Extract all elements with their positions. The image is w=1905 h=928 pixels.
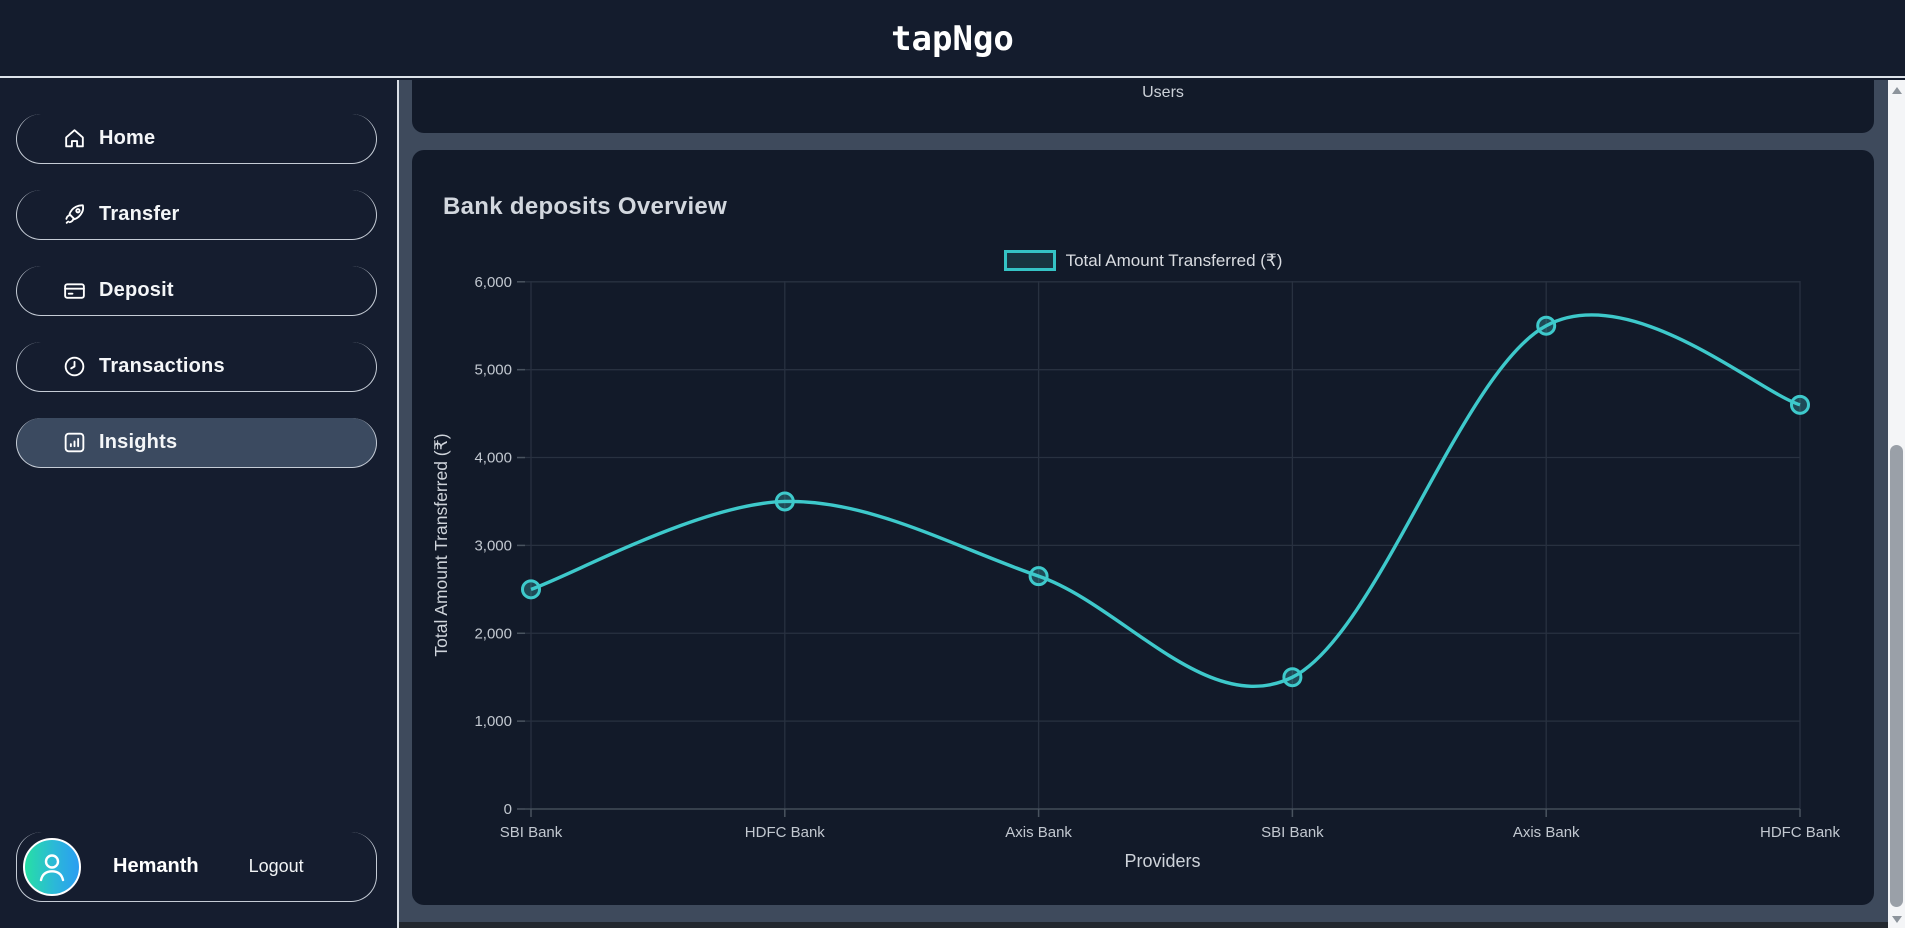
user-name: Hemanth: [113, 855, 199, 877]
credit-card-icon: [61, 278, 87, 304]
scrollbar-thumb[interactable]: [1890, 445, 1903, 907]
previous-chart-xlabel: Users: [1142, 84, 1184, 101]
x-tick-label: Axis Bank: [1005, 824, 1072, 841]
data-line: [530, 313, 1801, 688]
scroll-up-arrow-icon[interactable]: [1888, 82, 1905, 98]
sidebar-item-insights[interactable]: Insights: [16, 418, 377, 468]
bar-chart-icon: [61, 430, 87, 456]
sidebar-item-deposit[interactable]: Deposit: [16, 266, 377, 316]
app-header: tapNgo: [0, 0, 1905, 78]
vertical-scrollbar[interactable]: [1888, 80, 1905, 928]
legend-label: Total Amount Transferred (₹): [1065, 250, 1283, 270]
data-point[interactable]: [1028, 566, 1049, 587]
y-tick-label: 3,000: [474, 537, 512, 554]
y-tick-label: 6,000: [474, 274, 512, 291]
chart-card-title: Bank deposits Overview: [443, 193, 728, 220]
sidebar-nav: Home Transfer Deposi: [0, 80, 397, 468]
content-bottom-edge: [399, 922, 1888, 928]
chart-legend[interactable]: Total Amount Transferred (₹): [412, 250, 1874, 271]
sidebar: Home Transfer Deposi: [0, 80, 399, 928]
x-tick-label: HDFC Bank: [745, 824, 826, 841]
y-tick-label: 5,000: [474, 362, 512, 379]
y-tick-label: 0: [504, 801, 512, 818]
sidebar-item-transactions[interactable]: Transactions: [16, 342, 377, 392]
logout-button[interactable]: Logout: [248, 856, 304, 876]
page-body: Home Transfer Deposi: [0, 80, 1905, 928]
data-point[interactable]: [774, 491, 795, 512]
user-section: Hemanth Logout: [16, 832, 377, 902]
x-tick-label: HDFC Bank: [1760, 824, 1841, 841]
legend-swatch: [1003, 250, 1056, 271]
y-tick-label: 4,000: [474, 450, 512, 467]
sidebar-item-home[interactable]: Home: [16, 114, 377, 164]
sidebar-item-label: Home: [99, 127, 156, 149]
y-tick-label: 1,000: [474, 713, 512, 730]
avatar: [23, 837, 81, 896]
line-chart[interactable]: 0 1,000 2,000 3,000 4,000 5,000 6,000 SBI Bank H…: [430, 230, 1860, 880]
sidebar-item-transfer[interactable]: Transfer: [16, 190, 377, 240]
person-icon: [39, 853, 65, 881]
data-point[interactable]: [1282, 667, 1303, 688]
data-point[interactable]: [521, 579, 541, 600]
y-tick-label: 2,000: [474, 625, 512, 642]
home-icon: [61, 126, 87, 152]
chart-card: Bank deposits Overview Total Amount Tran…: [412, 150, 1874, 905]
y-axis-title: Total Amount Transferred (₹): [431, 433, 451, 656]
x-tick-label: Axis Bank: [1513, 824, 1580, 841]
rocket-icon: [61, 202, 87, 228]
line-chart-svg: 0 1,000 2,000 3,000 4,000 5,000 6,000 SBI Bank H…: [431, 274, 1841, 871]
x-axis-title: Providers: [1124, 851, 1200, 871]
data-point[interactable]: [1790, 394, 1810, 415]
main-content: Users Bank deposits Overview Total Amoun…: [399, 80, 1888, 928]
app-title: tapNgo: [891, 19, 1014, 59]
x-tick-label: SBI Bank: [1261, 824, 1324, 841]
x-tick-label: SBI Bank: [500, 824, 563, 841]
sidebar-item-label: Deposit: [99, 279, 174, 301]
sidebar-item-label: Insights: [99, 431, 178, 453]
clock-icon: [61, 354, 87, 380]
sidebar-item-label: Transactions: [99, 355, 225, 377]
data-point[interactable]: [1536, 315, 1557, 336]
sidebar-item-label: Transfer: [99, 203, 180, 225]
scroll-down-arrow-icon[interactable]: [1888, 911, 1905, 927]
previous-chart-card: Users: [412, 80, 1874, 133]
